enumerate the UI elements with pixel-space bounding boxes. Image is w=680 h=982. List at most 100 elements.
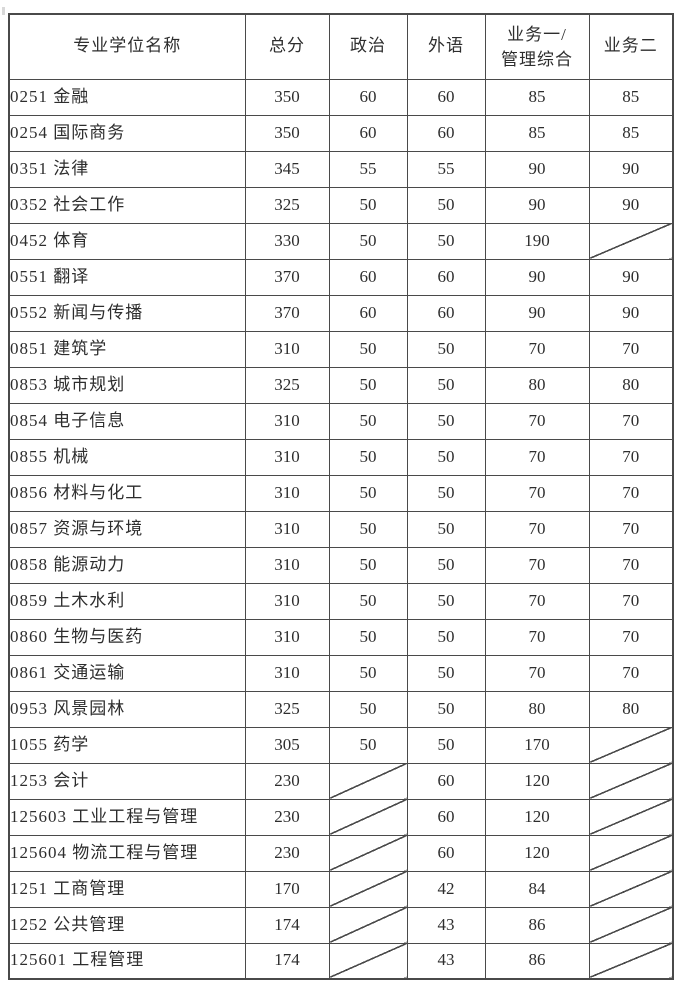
score-cell: 70: [588, 330, 674, 368]
score-cell: 50: [406, 222, 486, 260]
na-slash-cell: [328, 798, 408, 836]
table-row: 0254 国际商务 350 60 60 85 85: [8, 114, 674, 152]
score-cell: 370: [244, 258, 330, 296]
table-row: 0552 新闻与传播 370 60 60 90 90: [8, 294, 674, 332]
program-name-cell: 0856 材料与化工: [8, 474, 246, 512]
na-slash-cell: [328, 870, 408, 908]
score-cell: 84: [484, 870, 590, 908]
score-cell: 310: [244, 402, 330, 440]
score-cell: 70: [484, 330, 590, 368]
score-cell: 60: [406, 834, 486, 872]
table-row: 0856 材料与化工 310 50 50 70 70: [8, 474, 674, 512]
program-name-cell: 0860 生物与医药: [8, 618, 246, 656]
score-cell: 325: [244, 186, 330, 224]
na-slash-cell: [588, 762, 674, 800]
program-name-cell: 0352 社会工作: [8, 186, 246, 224]
score-cell: 60: [406, 798, 486, 836]
score-cell: 310: [244, 582, 330, 620]
score-cell: 50: [328, 330, 408, 368]
score-cell: 350: [244, 78, 330, 116]
score-cell: 170: [244, 870, 330, 908]
col-header-business1: 业务一/ 管理综合: [484, 13, 590, 80]
program-name-cell: 0552 新闻与传播: [8, 294, 246, 332]
score-cell: 60: [406, 78, 486, 116]
score-cell: 50: [406, 366, 486, 404]
score-cell: 120: [484, 762, 590, 800]
score-cell: 60: [406, 114, 486, 152]
score-cell: 86: [484, 906, 590, 944]
score-cell: 70: [588, 654, 674, 692]
table-row: 0859 土木水利 310 50 50 70 70: [8, 582, 674, 620]
na-slash-cell: [588, 906, 674, 944]
score-cell: 80: [484, 690, 590, 728]
score-cell: 120: [484, 834, 590, 872]
table-row: 0452 体育 330 50 50 190: [8, 222, 674, 260]
table-header: 专业学位名称 总分 政治 外语 业务一/ 管理综合 业务二: [8, 13, 674, 80]
score-cell: 60: [328, 258, 408, 296]
score-cell: 90: [484, 294, 590, 332]
table-row: 0861 交通运输 310 50 50 70 70: [8, 654, 674, 692]
score-cell: 310: [244, 654, 330, 692]
na-slash-cell: [328, 942, 408, 980]
program-name-cell: 0551 翻译: [8, 258, 246, 296]
score-cell: 310: [244, 474, 330, 512]
score-cell: 50: [406, 330, 486, 368]
col-header-foreign-language: 外语: [406, 13, 486, 80]
score-cell: 70: [484, 654, 590, 692]
score-cell: 90: [588, 150, 674, 188]
score-cell: 42: [406, 870, 486, 908]
score-cell: 50: [406, 582, 486, 620]
score-cell: 50: [328, 582, 408, 620]
score-cell: 85: [588, 114, 674, 152]
score-cell: 70: [588, 582, 674, 620]
score-cell: 230: [244, 798, 330, 836]
score-cell: 50: [406, 438, 486, 476]
na-slash-cell: [588, 798, 674, 836]
score-cell: 90: [484, 150, 590, 188]
score-cell: 310: [244, 330, 330, 368]
score-cell: 50: [406, 510, 486, 548]
col-header-business1-line1: 业务一/: [507, 24, 567, 44]
scan-artifact: [2, 7, 5, 15]
score-cell: 70: [484, 618, 590, 656]
score-cell: 86: [484, 942, 590, 980]
score-cell: 80: [588, 690, 674, 728]
score-cell: 50: [406, 402, 486, 440]
score-cell: 50: [406, 654, 486, 692]
program-name-cell: 0858 能源动力: [8, 546, 246, 584]
score-cell: 50: [328, 474, 408, 512]
program-name-cell: 1253 会计: [8, 762, 246, 800]
program-name-cell: 1055 药学: [8, 726, 246, 764]
program-name-cell: 1251 工商管理: [8, 870, 246, 908]
score-cell: 90: [484, 186, 590, 224]
score-cell: 43: [406, 906, 486, 944]
program-name-cell: 0254 国际商务: [8, 114, 246, 152]
score-cell: 345: [244, 150, 330, 188]
score-cell: 55: [406, 150, 486, 188]
program-name-cell: 0861 交通运输: [8, 654, 246, 692]
score-cell: 305: [244, 726, 330, 764]
score-cell: 310: [244, 510, 330, 548]
score-table-container: 专业学位名称 总分 政治 外语 业务一/ 管理综合 业务二 0251 金融 350…: [8, 13, 674, 980]
score-cell: 70: [484, 510, 590, 548]
na-slash-cell: [588, 726, 674, 764]
table-row: 0251 金融 350 60 60 85 85: [8, 78, 674, 116]
score-cell: 325: [244, 690, 330, 728]
score-cell: 50: [406, 546, 486, 584]
score-cell: 60: [328, 114, 408, 152]
score-cell: 70: [484, 582, 590, 620]
score-cell: 80: [588, 366, 674, 404]
score-cell: 50: [328, 546, 408, 584]
score-cell: 60: [406, 258, 486, 296]
table-row: 0851 建筑学 310 50 50 70 70: [8, 330, 674, 368]
score-cell: 70: [588, 618, 674, 656]
score-cell: 50: [406, 186, 486, 224]
score-cell: 230: [244, 762, 330, 800]
score-cell: 60: [406, 762, 486, 800]
score-table-body: 0251 金融 350 60 60 85 85 0254 国际商务 350 60 60 85 85 03…: [8, 78, 674, 980]
na-slash-cell: [328, 762, 408, 800]
score-cell: 60: [406, 294, 486, 332]
score-cell: 50: [328, 222, 408, 260]
score-cell: 50: [328, 186, 408, 224]
score-cell: 310: [244, 618, 330, 656]
